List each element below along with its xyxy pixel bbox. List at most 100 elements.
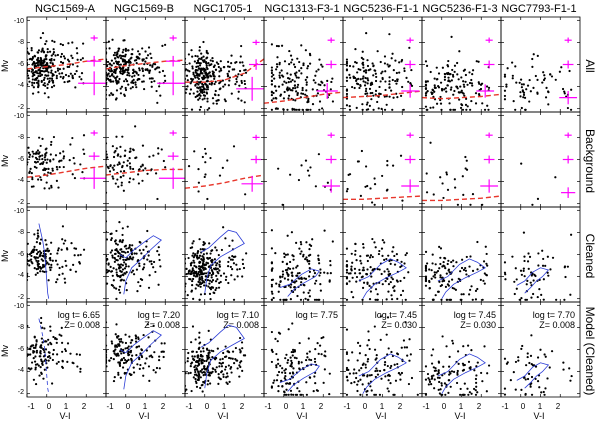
x-tick-label: -1 [106, 402, 114, 411]
data-point [350, 252, 353, 255]
data-point [36, 59, 39, 62]
data-point [296, 86, 299, 89]
data-point [229, 258, 233, 261]
y-tick-label: -6 [18, 251, 24, 258]
data-point [60, 159, 63, 162]
data-point [486, 264, 489, 267]
data-point [80, 72, 84, 75]
data-point [434, 263, 437, 266]
data-point [202, 40, 205, 44]
data-point [443, 279, 446, 282]
data-point [464, 73, 467, 77]
panel [105, 111, 186, 208]
data-point [157, 66, 161, 69]
data-point [391, 52, 394, 55]
data-point [379, 60, 382, 64]
data-point [526, 260, 530, 263]
data-point [106, 268, 108, 272]
column-title: NGC1569-B [114, 3, 174, 15]
data-point [128, 74, 131, 77]
data-point [195, 65, 198, 68]
data-point [352, 296, 355, 299]
panel [421, 16, 502, 113]
data-point [187, 256, 190, 260]
data-point [289, 73, 292, 76]
data-point [194, 83, 197, 86]
data-point [110, 283, 113, 287]
data-point [424, 87, 428, 90]
data-point [387, 379, 390, 382]
isochrone-line [437, 353, 486, 394]
data-point [69, 352, 72, 355]
data-point [196, 256, 199, 259]
data-point [114, 57, 117, 60]
data-point [208, 82, 211, 86]
data-point [218, 281, 221, 285]
data-point [35, 252, 39, 256]
data-point [28, 155, 31, 159]
data-point [470, 99, 473, 103]
data-point [291, 322, 294, 325]
data-point [319, 83, 322, 87]
data-point [115, 82, 119, 85]
data-point [208, 351, 211, 354]
data-point [113, 240, 117, 243]
data-point [147, 336, 150, 339]
data-point [38, 242, 42, 245]
data-point [469, 108, 472, 111]
x-axis-title: V-I [533, 411, 544, 421]
data-point [191, 254, 194, 257]
data-point [144, 167, 147, 170]
data-point [481, 298, 484, 301]
data-point [463, 68, 467, 71]
data-point [213, 93, 217, 96]
data-point [207, 257, 210, 260]
data-point [352, 65, 355, 68]
data-point [373, 177, 376, 180]
data-point [52, 52, 55, 56]
data-point [50, 263, 53, 266]
data-point [205, 49, 208, 53]
data-point [192, 73, 195, 76]
data-point [362, 58, 365, 61]
data-point [345, 264, 349, 267]
data-point [197, 270, 201, 274]
data-point [119, 70, 122, 73]
data-point [56, 249, 60, 252]
data-point [284, 371, 287, 375]
data-point [397, 371, 401, 375]
data-point [445, 173, 449, 176]
data-point [378, 369, 382, 373]
data-point [201, 355, 204, 358]
data-point [361, 103, 364, 106]
data-point [546, 271, 549, 274]
data-point [307, 298, 310, 301]
data-point [117, 49, 120, 53]
panel-content [520, 132, 576, 206]
data-point [479, 278, 482, 282]
data-point [306, 65, 310, 68]
data-point [373, 203, 376, 206]
data-point [476, 287, 479, 291]
data-point [216, 278, 219, 281]
data-point [129, 341, 132, 344]
data-point [28, 80, 31, 83]
data-point [449, 385, 452, 388]
data-point [317, 257, 320, 260]
data-point [198, 238, 201, 241]
data-point [234, 83, 237, 86]
data-point [145, 245, 148, 248]
data-point [137, 345, 141, 348]
data-point [376, 373, 380, 376]
data-point [42, 254, 45, 257]
data-point [275, 379, 279, 382]
data-point [48, 257, 51, 260]
data-point [459, 270, 462, 273]
data-point [55, 281, 58, 284]
data-point [134, 70, 137, 73]
data-point [47, 96, 50, 99]
data-point [41, 47, 44, 50]
data-point [228, 65, 231, 68]
data-point [483, 108, 487, 111]
panel [26, 16, 107, 113]
